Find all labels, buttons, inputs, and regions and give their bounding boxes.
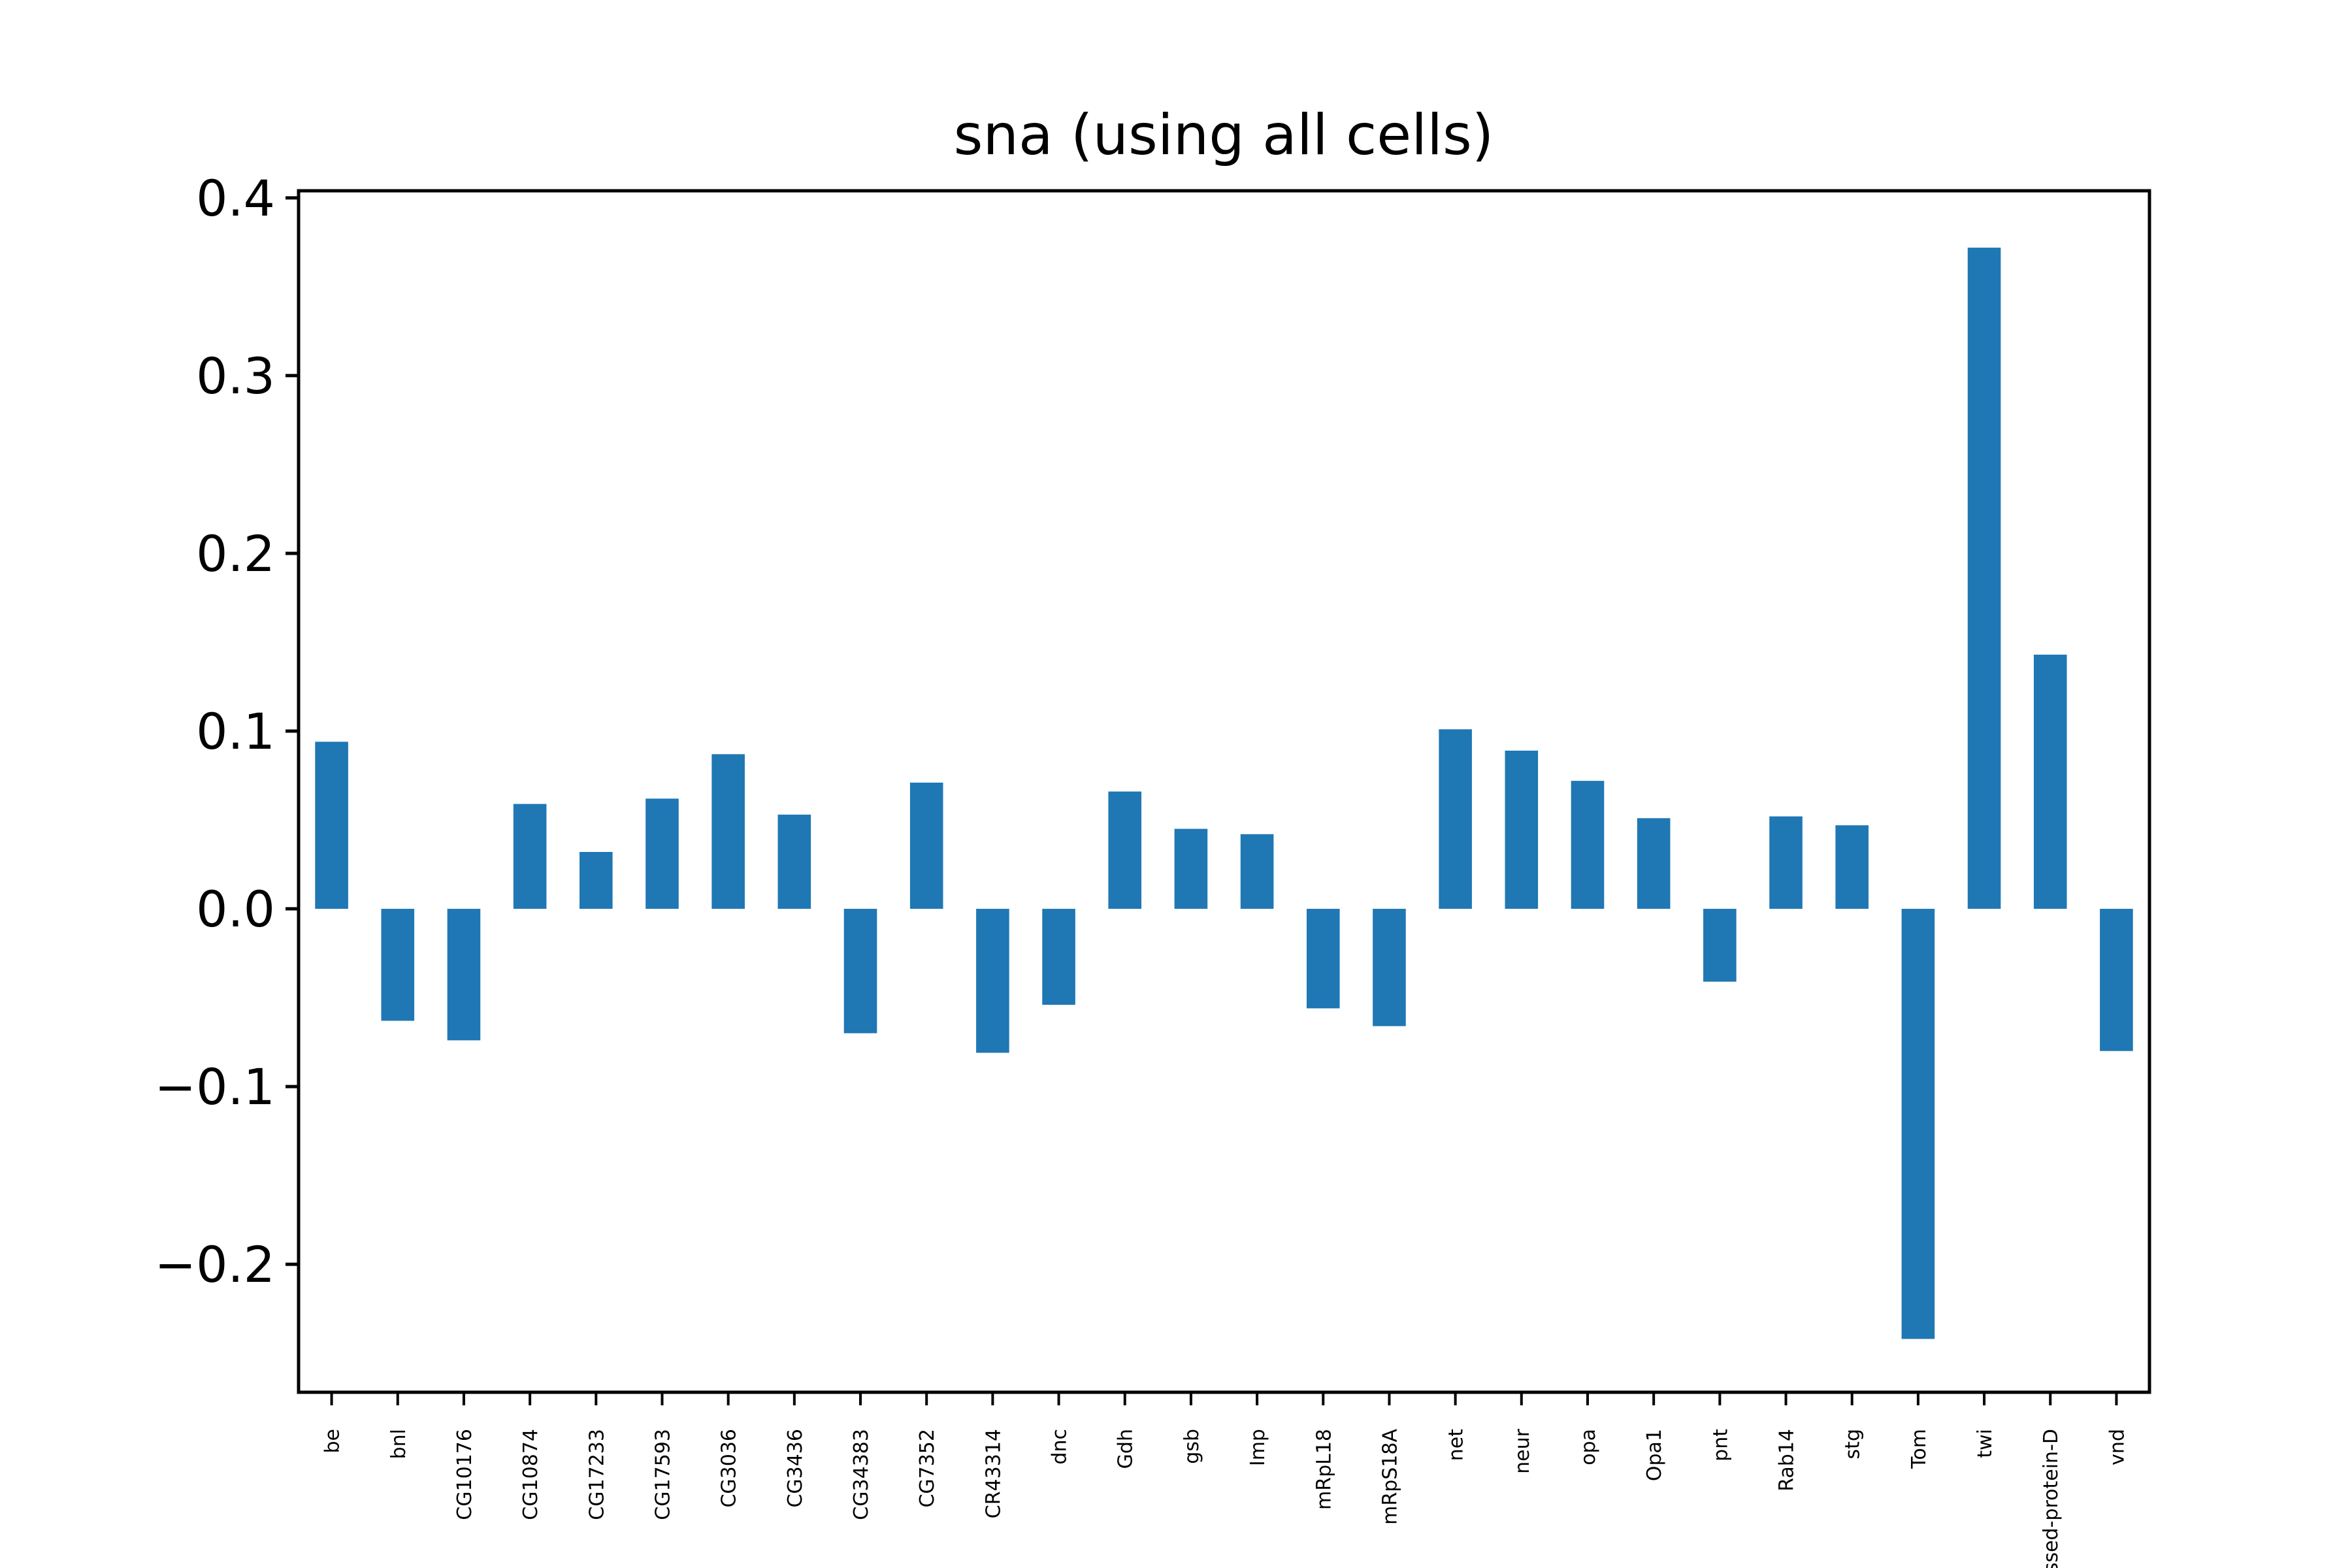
bar-CG34383 — [843, 909, 877, 1034]
xtick-label: opa — [1577, 1429, 1600, 1465]
bar-gsb — [1174, 828, 1208, 909]
y-axis: −0.2 −0.1 0.0 0.1 0.2 0.3 0.4 — [154, 169, 299, 1294]
xtick-label: be — [321, 1429, 344, 1454]
xtick-label: CG3036 — [718, 1429, 741, 1508]
bar-neur — [1505, 750, 1539, 909]
xtick-label: vnd — [2106, 1429, 2129, 1465]
xtick-label: stg — [1842, 1429, 1865, 1459]
ytick-label: −0.1 — [154, 1058, 275, 1116]
xtick-label: CG10874 — [519, 1429, 542, 1520]
xtick-label: gsb — [1181, 1429, 1203, 1464]
bar-CG3436 — [777, 814, 811, 909]
bar-opa — [1571, 781, 1605, 909]
bar-net — [1439, 729, 1472, 909]
xtick-label: CR43314 — [982, 1429, 1005, 1518]
bar-CG3036 — [711, 754, 745, 909]
bar-Gdh — [1108, 791, 1142, 909]
xtick-label: CG7352 — [916, 1429, 939, 1508]
bar-ssed-protein-D — [2033, 655, 2067, 909]
bar-CR43314 — [976, 909, 1009, 1053]
bar-mRpS18A — [1373, 909, 1406, 1026]
ytick-label: 0.3 — [196, 347, 275, 405]
bar-CG17593 — [645, 798, 679, 909]
ytick-label: 0.0 — [196, 880, 275, 938]
xtick-label: Tom — [1908, 1429, 1931, 1469]
xtick-label: pnt — [1709, 1429, 1732, 1462]
xtick-label: bnl — [387, 1429, 410, 1459]
bar-Rab14 — [1769, 816, 1803, 909]
bar-twi — [1967, 248, 2001, 909]
plot-frame — [297, 189, 2151, 1394]
bar-CG7352 — [909, 782, 943, 909]
xtick-label: net — [1445, 1429, 1468, 1461]
bar-pnt — [1703, 909, 1737, 982]
bar-mRpL18 — [1306, 909, 1340, 1009]
ytick-label: −0.2 — [154, 1235, 275, 1294]
xtick-label: Imp — [1247, 1429, 1269, 1466]
xtick-label: Rab14 — [1776, 1429, 1799, 1492]
xtick-label: mRpS18A — [1379, 1429, 1401, 1525]
xtick-label: ssed-protein-D — [2040, 1429, 2063, 1568]
bar-dnc — [1042, 909, 1075, 1005]
xtick-label: twi — [1974, 1429, 1997, 1458]
xtick-label: Opa1 — [1643, 1429, 1666, 1481]
xtick-label: CG34383 — [850, 1429, 873, 1520]
bar-Imp — [1240, 834, 1274, 909]
bar-vnd — [2100, 909, 2133, 1051]
bar-CG10874 — [513, 804, 547, 909]
ytick-label: 0.2 — [196, 525, 275, 583]
bars-group — [315, 248, 2133, 1339]
bar-CG10176 — [447, 909, 481, 1041]
bar-stg — [1835, 825, 1869, 909]
xtick-label: CG17233 — [585, 1429, 608, 1520]
chart-title: sna (using all cells) — [954, 103, 1494, 168]
xtick-label: mRpL18 — [1313, 1429, 1335, 1510]
xtick-label: CG3436 — [784, 1429, 807, 1508]
xtick-label: Gdh — [1115, 1429, 1137, 1469]
xtick-label: CG17593 — [651, 1429, 674, 1520]
ytick-label: 0.1 — [196, 702, 275, 760]
xtick-label: dnc — [1049, 1429, 1071, 1465]
xtick-label: neur — [1511, 1428, 1534, 1473]
bar-Opa1 — [1637, 818, 1671, 909]
bar-Tom — [1901, 909, 1935, 1339]
bar-bnl — [381, 909, 415, 1021]
bar-CG17233 — [580, 851, 613, 909]
ytick-label: 0.4 — [196, 169, 275, 227]
bar-be — [315, 742, 348, 909]
x-axis: be bnl CG10176 CG10874 CG17233 CG17593 CG3036 C… — [321, 1392, 2129, 1568]
xtick-label: CG10176 — [453, 1429, 476, 1520]
